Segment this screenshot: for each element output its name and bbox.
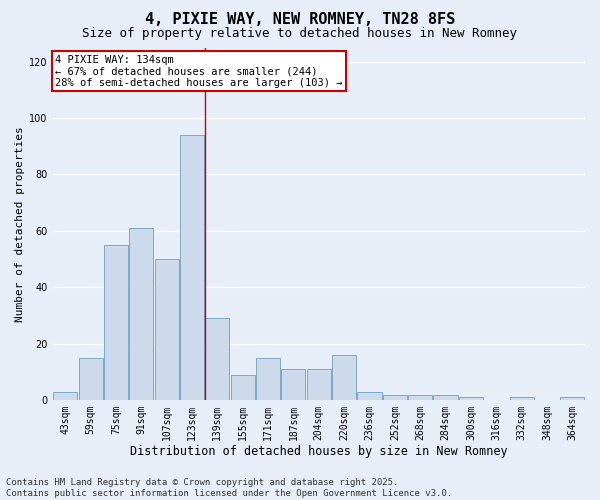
Bar	[104, 245, 128, 400]
Bar	[230, 375, 255, 400]
Bar	[307, 369, 331, 400]
Text: Contains HM Land Registry data © Crown copyright and database right 2025.
Contai: Contains HM Land Registry data © Crown c…	[6, 478, 452, 498]
Bar	[129, 228, 154, 400]
Bar	[332, 355, 356, 400]
Bar	[383, 394, 407, 400]
Bar	[358, 392, 382, 400]
Bar	[79, 358, 103, 400]
Bar	[205, 318, 229, 400]
Bar	[433, 394, 458, 400]
Bar	[180, 135, 204, 400]
Text: Size of property relative to detached houses in New Romney: Size of property relative to detached ho…	[83, 28, 517, 40]
Bar	[459, 398, 483, 400]
Bar	[281, 369, 305, 400]
Bar	[509, 398, 533, 400]
Text: 4 PIXIE WAY: 134sqm
← 67% of detached houses are smaller (244)
28% of semi-detac: 4 PIXIE WAY: 134sqm ← 67% of detached ho…	[55, 54, 343, 88]
Text: 4, PIXIE WAY, NEW ROMNEY, TN28 8FS: 4, PIXIE WAY, NEW ROMNEY, TN28 8FS	[145, 12, 455, 28]
X-axis label: Distribution of detached houses by size in New Romney: Distribution of detached houses by size …	[130, 444, 508, 458]
Bar	[155, 259, 179, 400]
Y-axis label: Number of detached properties: Number of detached properties	[15, 126, 25, 322]
Bar	[256, 358, 280, 400]
Bar	[560, 398, 584, 400]
Bar	[408, 394, 432, 400]
Bar	[53, 392, 77, 400]
